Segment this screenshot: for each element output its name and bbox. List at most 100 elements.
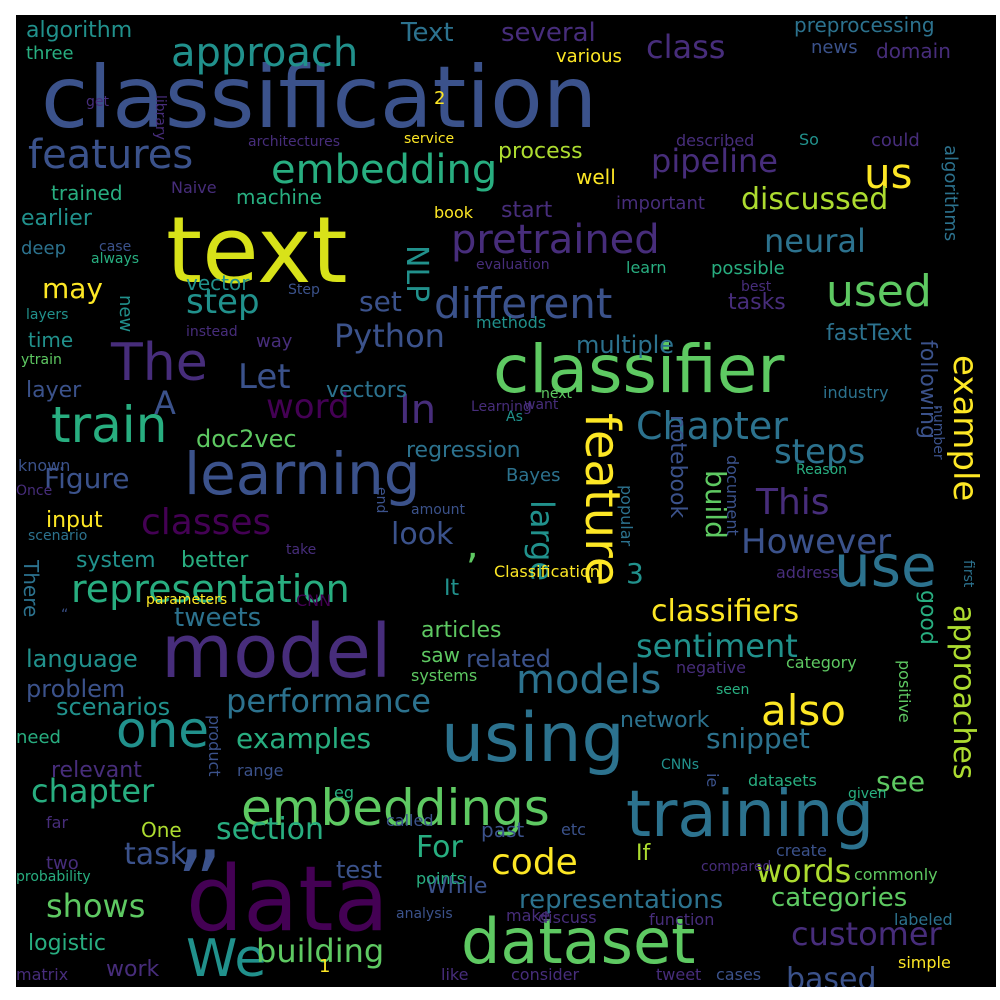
word-129: Bayes (506, 465, 561, 486)
word-36: building (256, 932, 385, 970)
word-76: network (620, 708, 710, 733)
word-47: neural (764, 222, 866, 260)
word-189: Once (16, 483, 53, 499)
word-118: algorithms (940, 145, 961, 242)
word-187: As (506, 409, 523, 425)
word-120: start (501, 198, 553, 223)
word-60: task (124, 837, 188, 872)
word-127: number (930, 405, 946, 460)
word-181: Step (288, 282, 320, 298)
word-191: amount (411, 502, 466, 518)
word-43: In (399, 387, 437, 433)
word-62: see (876, 765, 926, 798)
word-182: instead (186, 324, 238, 340)
word-71: process (498, 139, 583, 164)
word-141: given (848, 786, 887, 802)
word-145: CNNs (661, 757, 700, 773)
word-81: fastText (826, 321, 912, 346)
word-150: called (386, 811, 434, 830)
word-99: machine (236, 185, 322, 209)
word-180: best (741, 279, 772, 295)
word-30: Chapter (636, 404, 788, 448)
word-33: However (741, 522, 892, 562)
word-53: shows (46, 887, 146, 925)
word-116: domain (876, 39, 951, 63)
word-57: build (699, 470, 732, 539)
word-156: make (506, 906, 550, 925)
word-95: saw (421, 643, 461, 667)
word-111: three (26, 43, 74, 64)
word-23: approach (171, 30, 359, 76)
word-149: commonly (854, 865, 938, 884)
word-74: language (26, 645, 138, 673)
word-94: past (481, 818, 525, 842)
word-56: Python (334, 317, 445, 355)
word-173: So (799, 130, 819, 149)
word-190: end (373, 487, 389, 514)
word-25: code (491, 842, 578, 883)
word-101: earlier (21, 206, 92, 231)
word-144: eg (334, 783, 354, 802)
word-12: different (434, 279, 613, 328)
word-39: chapter (31, 772, 155, 810)
word-80: vectors (326, 378, 408, 403)
word-63: may (42, 272, 104, 305)
word-55: representations (519, 885, 724, 915)
word-89: If (636, 841, 651, 866)
word-124: learn (626, 258, 667, 277)
word-84: relevant (51, 758, 142, 783)
word-77: related (466, 645, 551, 673)
word-18: embedding (271, 147, 498, 193)
word-109: two (46, 853, 79, 874)
word-8: learning (184, 440, 421, 508)
word-17: The (111, 333, 208, 393)
word-126: industry (823, 383, 889, 402)
word-195: parameters (146, 592, 228, 608)
word-93: One (141, 818, 182, 842)
word-20: models (516, 657, 662, 703)
word-49: pipeline (651, 142, 778, 180)
word-131: document (723, 455, 742, 536)
word-97: A (154, 384, 176, 422)
word-170: architectures (248, 134, 341, 150)
word-96: It (444, 576, 460, 601)
word-155: analysis (396, 906, 453, 922)
word-197: “ (61, 607, 69, 623)
word-69: regression (406, 438, 521, 463)
word-42: large (523, 500, 561, 582)
word-188: known (18, 456, 71, 475)
word-3: data (186, 847, 389, 952)
word-137: positive (895, 660, 914, 723)
word-15: one (116, 701, 210, 759)
word-6: training (626, 778, 874, 852)
word-184: ytrain (21, 352, 62, 368)
word-5: using (441, 699, 625, 778)
word-186: Learning (471, 399, 532, 415)
word-22: used (826, 266, 932, 317)
word-32: This (756, 482, 830, 523)
word-26: customer (791, 915, 942, 953)
word-73: problem (26, 675, 126, 703)
word-7: dataset (461, 905, 696, 978)
word-158: function (649, 910, 715, 929)
word-163: consider (511, 965, 580, 984)
word-164: tweet (656, 965, 702, 984)
word-48: discussed (741, 182, 889, 217)
word-171: service (404, 131, 455, 147)
word-50: snippet (706, 722, 810, 755)
word-119: well (576, 165, 616, 189)
word-68: doc2vec (196, 425, 297, 453)
word-86: system (76, 548, 156, 573)
word-176: book (434, 203, 473, 222)
word-196: CNN (296, 591, 332, 610)
word-154: points (416, 869, 466, 888)
word-59: class (646, 28, 726, 66)
word-162: like (441, 965, 469, 984)
word-72: scenarios (56, 693, 171, 721)
word-44: word (266, 387, 350, 427)
word-27: classes (141, 502, 272, 543)
word-123: tasks (728, 290, 786, 315)
word-183: layers (26, 307, 69, 323)
word-134: first (960, 560, 976, 588)
word-90: While (426, 874, 488, 899)
